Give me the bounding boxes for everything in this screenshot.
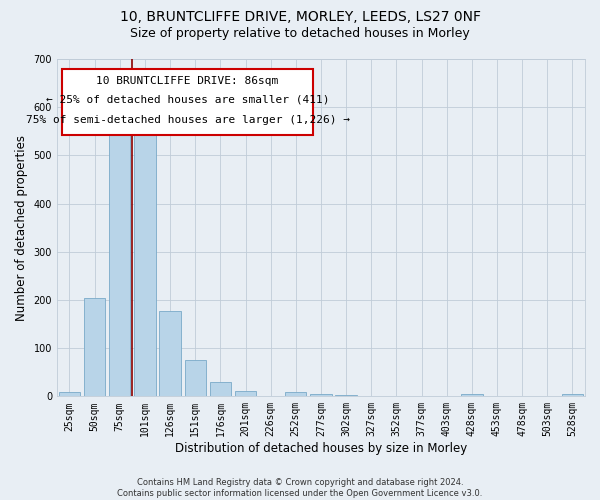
Bar bbox=[335, 395, 357, 396]
Text: 10, BRUNTCLIFFE DRIVE, MORLEY, LEEDS, LS27 0NF: 10, BRUNTCLIFFE DRIVE, MORLEY, LEEDS, LS… bbox=[119, 10, 481, 24]
Bar bbox=[185, 360, 206, 397]
Bar bbox=[310, 394, 332, 396]
Text: 75% of semi-detached houses are larger (1,226) →: 75% of semi-detached houses are larger (… bbox=[26, 114, 350, 124]
Bar bbox=[562, 394, 583, 396]
Bar bbox=[160, 310, 181, 396]
Bar bbox=[84, 298, 106, 396]
Bar bbox=[209, 382, 231, 396]
FancyBboxPatch shape bbox=[62, 69, 313, 135]
Bar bbox=[461, 394, 482, 396]
Bar bbox=[134, 126, 155, 396]
Text: Size of property relative to detached houses in Morley: Size of property relative to detached ho… bbox=[130, 28, 470, 40]
Text: 10 BRUNTCLIFFE DRIVE: 86sqm: 10 BRUNTCLIFFE DRIVE: 86sqm bbox=[97, 76, 279, 86]
Text: Contains HM Land Registry data © Crown copyright and database right 2024.
Contai: Contains HM Land Registry data © Crown c… bbox=[118, 478, 482, 498]
Bar bbox=[235, 391, 256, 396]
Y-axis label: Number of detached properties: Number of detached properties bbox=[15, 134, 28, 320]
Bar bbox=[285, 392, 307, 396]
Bar bbox=[109, 130, 130, 396]
Bar bbox=[59, 392, 80, 396]
Text: ← 25% of detached houses are smaller (411): ← 25% of detached houses are smaller (41… bbox=[46, 94, 329, 104]
X-axis label: Distribution of detached houses by size in Morley: Distribution of detached houses by size … bbox=[175, 442, 467, 455]
